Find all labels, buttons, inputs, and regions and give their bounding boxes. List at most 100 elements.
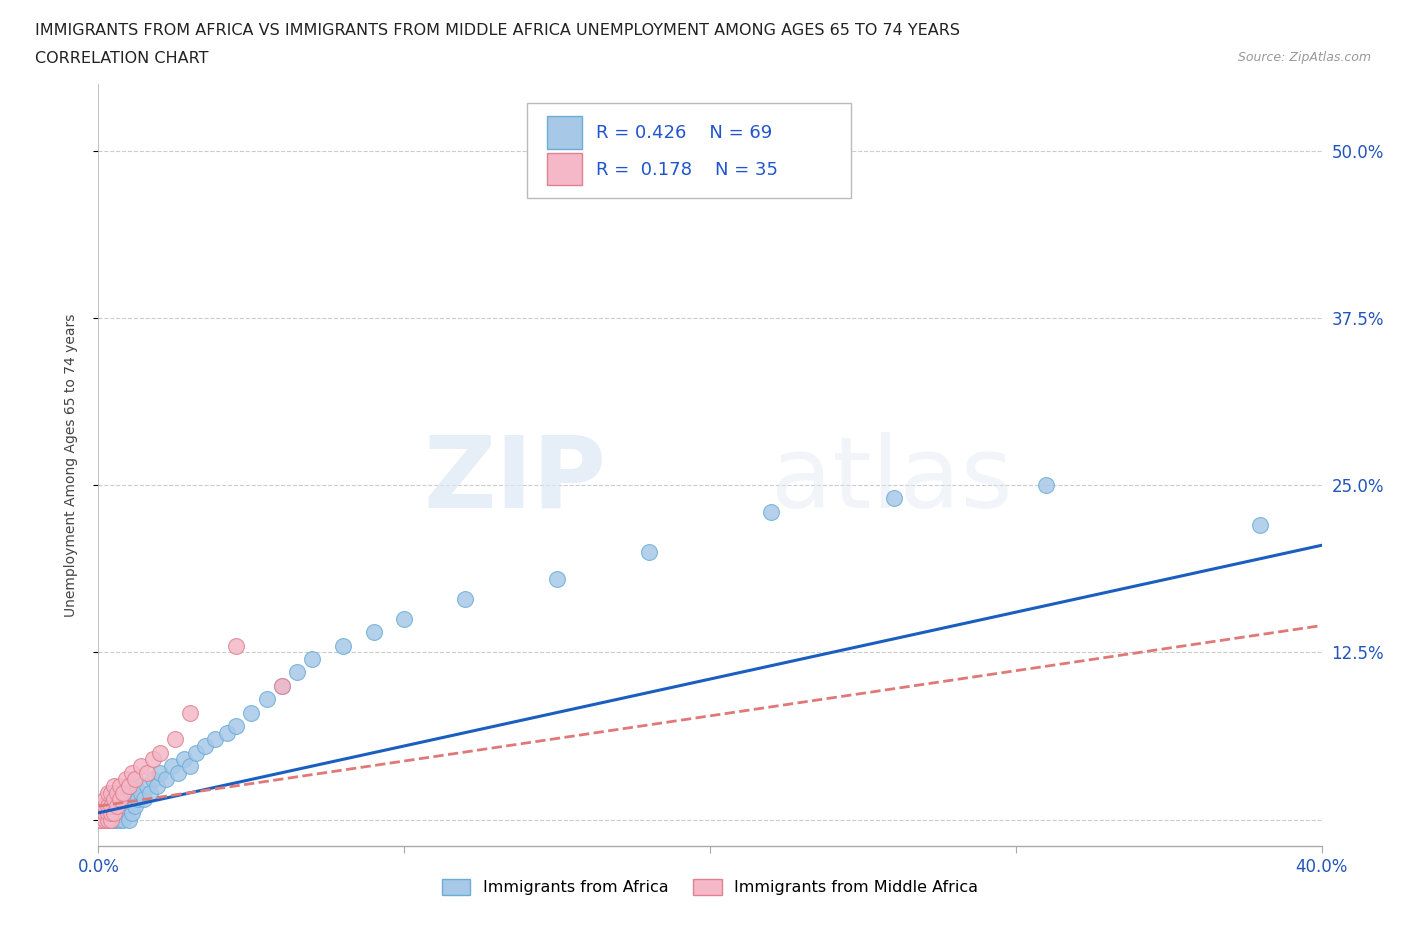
- Point: [100, 805, 122, 820]
- Point: [90, 812, 112, 827]
- FancyBboxPatch shape: [547, 153, 582, 185]
- Point: [1249, 518, 1271, 533]
- Point: [121, 785, 143, 800]
- Point: [186, 745, 208, 760]
- Point: [173, 751, 195, 766]
- Point: [225, 638, 247, 653]
- Point: [142, 751, 165, 766]
- Point: [392, 611, 416, 626]
- Point: [105, 799, 128, 814]
- Point: [97, 812, 120, 827]
- FancyBboxPatch shape: [547, 116, 582, 149]
- Point: [637, 545, 661, 560]
- Text: R =  0.178    N = 35: R = 0.178 N = 35: [596, 161, 779, 179]
- Point: [759, 504, 782, 519]
- Point: [105, 785, 128, 800]
- Point: [546, 571, 568, 586]
- Point: [163, 732, 186, 747]
- Point: [97, 785, 120, 800]
- Point: [105, 799, 128, 814]
- Point: [149, 765, 172, 780]
- Text: Source: ZipAtlas.com: Source: ZipAtlas.com: [1237, 51, 1371, 64]
- Point: [142, 772, 165, 787]
- Point: [270, 678, 292, 693]
- Point: [100, 812, 122, 827]
- Point: [179, 705, 201, 720]
- Text: ZIP: ZIP: [423, 432, 606, 529]
- Point: [167, 765, 190, 780]
- Point: [97, 805, 120, 820]
- Point: [883, 491, 905, 506]
- Point: [127, 792, 149, 807]
- Point: [103, 805, 125, 820]
- Point: [90, 812, 112, 827]
- Text: atlas: atlas: [772, 432, 1012, 529]
- Point: [301, 652, 323, 667]
- Point: [134, 792, 156, 807]
- Point: [97, 799, 120, 814]
- Point: [240, 705, 263, 720]
- Point: [118, 812, 141, 827]
- Point: [160, 759, 183, 774]
- Point: [100, 812, 122, 827]
- Text: CORRELATION CHART: CORRELATION CHART: [35, 51, 208, 66]
- Point: [256, 692, 278, 707]
- Point: [100, 799, 122, 814]
- Point: [111, 802, 134, 817]
- Point: [124, 778, 146, 793]
- Point: [225, 719, 247, 734]
- Point: [103, 799, 125, 814]
- Point: [136, 765, 159, 780]
- Point: [115, 772, 138, 787]
- Point: [139, 785, 162, 800]
- Point: [285, 665, 308, 680]
- Point: [105, 785, 128, 800]
- Point: [108, 812, 131, 827]
- Point: [97, 812, 120, 827]
- Point: [93, 792, 115, 807]
- Text: R = 0.426    N = 69: R = 0.426 N = 69: [596, 124, 772, 141]
- Point: [121, 765, 143, 780]
- Point: [111, 792, 134, 807]
- Point: [129, 785, 152, 800]
- Point: [103, 812, 125, 827]
- Point: [93, 805, 115, 820]
- Point: [105, 812, 128, 827]
- Point: [145, 778, 167, 793]
- Point: [103, 812, 125, 827]
- Point: [97, 805, 120, 820]
- Point: [149, 745, 172, 760]
- Point: [108, 799, 131, 814]
- Point: [136, 778, 159, 793]
- Point: [100, 799, 122, 814]
- Point: [204, 732, 226, 747]
- Point: [108, 778, 131, 793]
- Point: [97, 812, 120, 827]
- Point: [332, 638, 354, 653]
- Point: [111, 812, 134, 827]
- Point: [118, 792, 141, 807]
- Point: [179, 759, 201, 774]
- Point: [215, 725, 238, 740]
- Point: [1035, 478, 1057, 493]
- Point: [100, 805, 122, 820]
- Y-axis label: Unemployment Among Ages 65 to 74 years: Unemployment Among Ages 65 to 74 years: [63, 313, 77, 617]
- Point: [97, 812, 120, 827]
- Point: [108, 785, 131, 800]
- Point: [93, 812, 115, 827]
- Point: [118, 778, 141, 793]
- Point: [105, 805, 128, 820]
- Point: [93, 799, 115, 814]
- Point: [93, 812, 115, 827]
- Point: [97, 799, 120, 814]
- Point: [103, 792, 125, 807]
- Point: [363, 625, 385, 640]
- Point: [100, 785, 122, 800]
- Point: [129, 759, 152, 774]
- Point: [124, 772, 146, 787]
- Point: [194, 738, 217, 753]
- Text: IMMIGRANTS FROM AFRICA VS IMMIGRANTS FROM MIDDLE AFRICA UNEMPLOYMENT AMONG AGES : IMMIGRANTS FROM AFRICA VS IMMIGRANTS FRO…: [35, 23, 960, 38]
- Point: [454, 591, 477, 606]
- Legend: Immigrants from Africa, Immigrants from Middle Africa: Immigrants from Africa, Immigrants from …: [433, 870, 987, 903]
- Point: [155, 772, 177, 787]
